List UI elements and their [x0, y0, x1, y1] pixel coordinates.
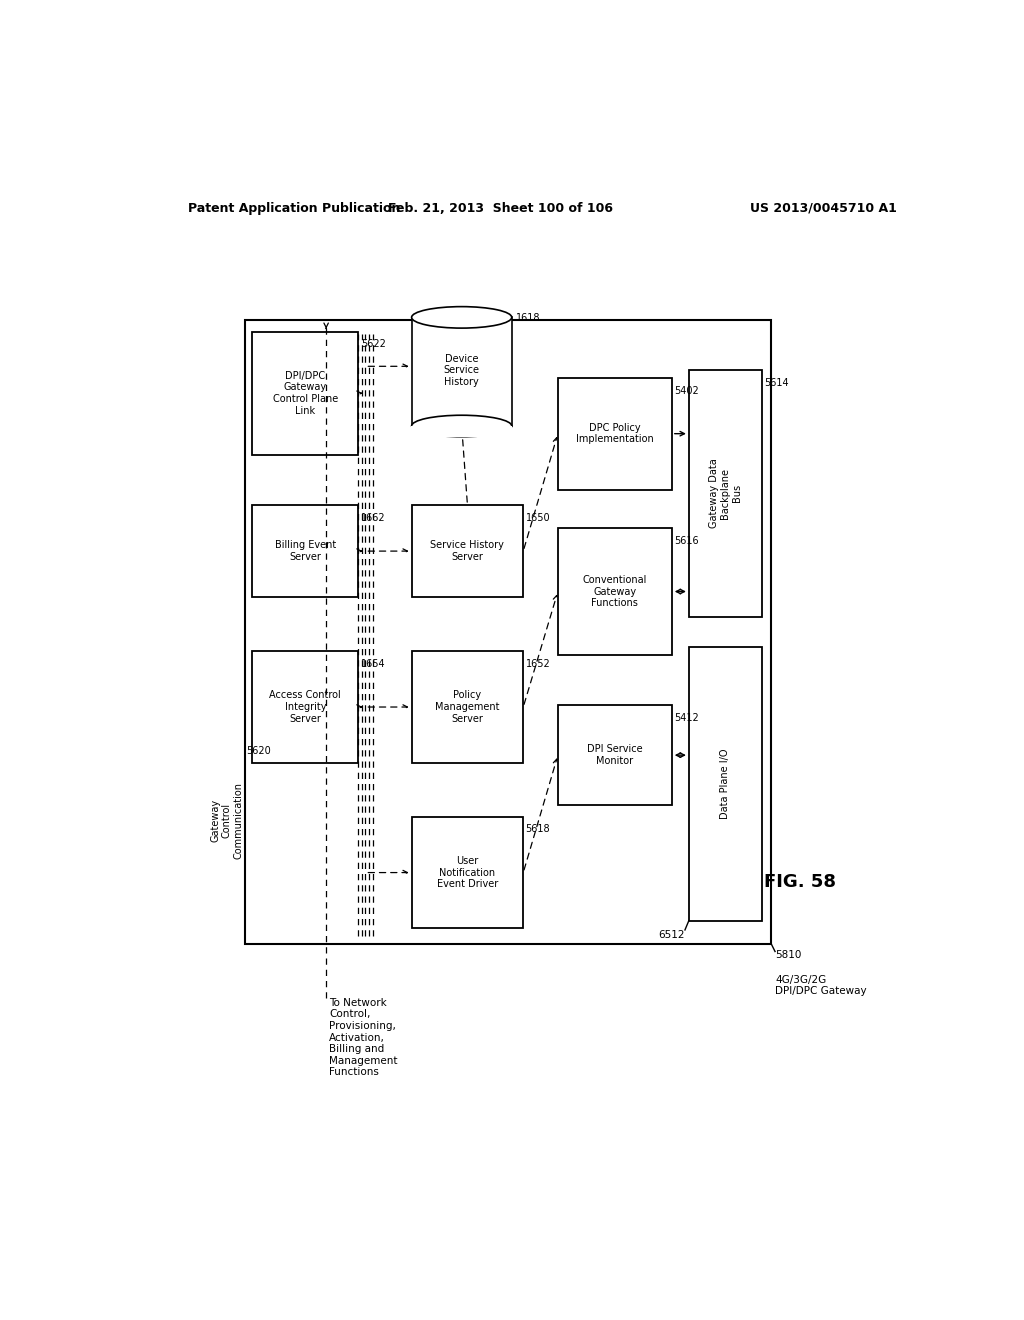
Text: Data Plane I/O: Data Plane I/O: [721, 748, 730, 820]
Bar: [412, 317, 512, 426]
Text: DPC Policy
Implementation: DPC Policy Implementation: [577, 422, 653, 445]
Text: User
Notification
Event Driver: User Notification Event Driver: [437, 855, 498, 890]
Text: 5402: 5402: [674, 385, 699, 396]
Bar: [558, 528, 672, 655]
Bar: [252, 331, 358, 455]
Text: To Network
Control,
Provisioning,
Activation,
Billing and
Management
Functions: To Network Control, Provisioning, Activa…: [330, 998, 397, 1077]
Bar: [689, 647, 762, 921]
Text: Feb. 21, 2013  Sheet 100 of 106: Feb. 21, 2013 Sheet 100 of 106: [388, 202, 612, 215]
Bar: [558, 378, 672, 490]
Bar: [252, 506, 358, 598]
Text: 5412: 5412: [674, 713, 699, 723]
Bar: [245, 321, 771, 944]
Bar: [558, 705, 672, 805]
Text: US 2013/0045710 A1: US 2013/0045710 A1: [751, 202, 897, 215]
Bar: [412, 651, 523, 763]
Bar: [411, 426, 512, 437]
Text: 5614: 5614: [764, 378, 788, 388]
Text: DPI Service
Monitor: DPI Service Monitor: [587, 744, 643, 766]
Text: 1662: 1662: [360, 512, 385, 523]
Text: Billing Event
Server: Billing Event Server: [274, 540, 336, 562]
Text: Gateway
Control
Communication: Gateway Control Communication: [210, 781, 244, 859]
Text: 5810: 5810: [775, 950, 802, 961]
Bar: [252, 651, 358, 763]
Text: 4G/3G/2G
DPI/DPC Gateway: 4G/3G/2G DPI/DPC Gateway: [775, 974, 866, 997]
Ellipse shape: [412, 306, 512, 329]
Text: 1618: 1618: [515, 313, 540, 323]
Text: 6512: 6512: [658, 929, 685, 940]
Text: 1652: 1652: [525, 659, 550, 669]
Text: 5622: 5622: [360, 339, 386, 350]
Text: FIG. 58: FIG. 58: [765, 874, 837, 891]
Text: Policy
Management
Server: Policy Management Server: [435, 690, 500, 723]
Bar: [412, 817, 523, 928]
Text: Access Control
Integrity
Server: Access Control Integrity Server: [269, 690, 341, 723]
Text: Device
Service
History: Device Service History: [443, 354, 479, 387]
Text: DPI/DPC
Gateway
Control Plane
Link: DPI/DPC Gateway Control Plane Link: [272, 371, 338, 416]
Text: Service History
Server: Service History Server: [430, 540, 505, 562]
Text: 5620: 5620: [246, 746, 270, 756]
Text: 1650: 1650: [525, 512, 550, 523]
Text: 5616: 5616: [674, 536, 698, 545]
Text: 1654: 1654: [360, 659, 385, 669]
Ellipse shape: [412, 416, 512, 437]
Bar: [412, 506, 523, 598]
Text: Patent Application Publication: Patent Application Publication: [188, 202, 400, 215]
Bar: [689, 370, 762, 616]
Text: Gateway Data
Backplane
Bus: Gateway Data Backplane Bus: [709, 458, 742, 528]
Text: 5618: 5618: [525, 825, 550, 834]
Text: Conventional
Gateway
Functions: Conventional Gateway Functions: [583, 576, 647, 609]
